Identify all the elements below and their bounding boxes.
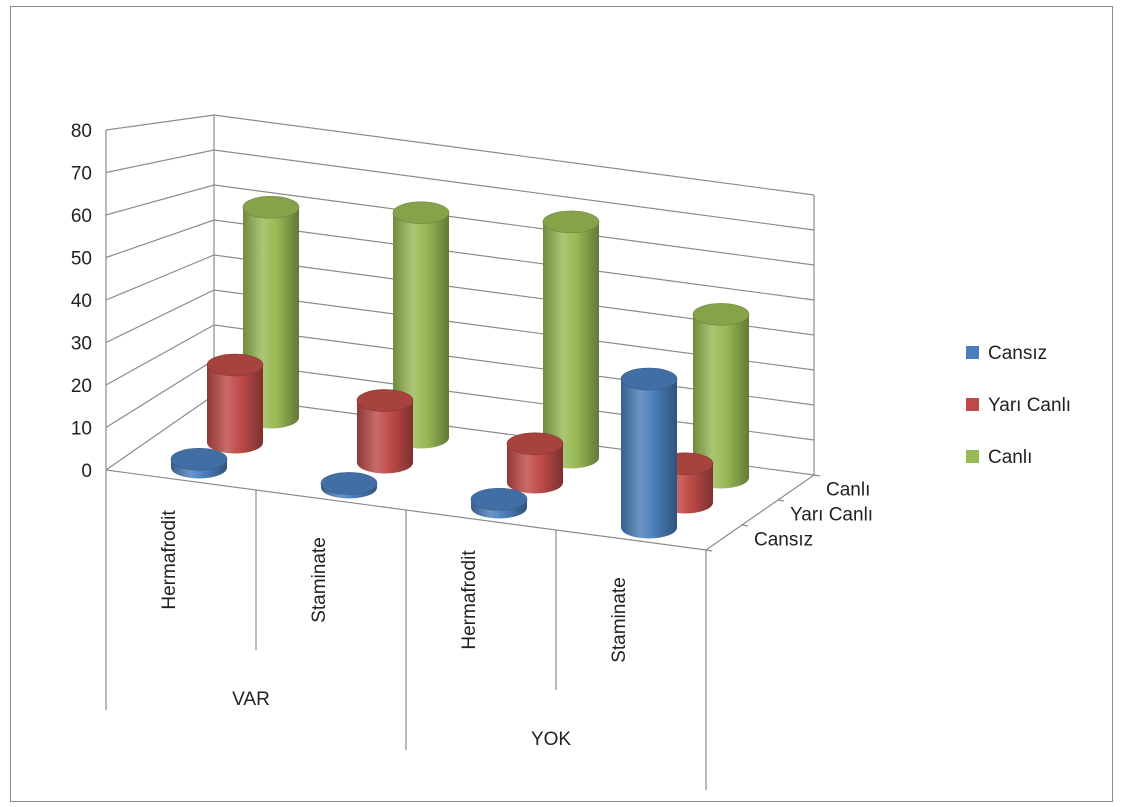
bar: [542, 210, 600, 469]
bar: [206, 353, 264, 454]
depth-tick: [777, 499, 785, 502]
chart-frame: 0 10 20 30 40 50 60 70 80 Hermafrodit Staminate He…: [10, 6, 1113, 802]
bar: [392, 201, 450, 449]
x-group-label: VAR: [232, 689, 270, 710]
y-tick-label: 20: [71, 376, 92, 397]
y-tick-label: 10: [71, 419, 92, 440]
legend-label: Cansız: [988, 343, 1047, 364]
depth-tick-label: Yarı Canlı: [790, 505, 873, 526]
bars: [170, 195, 750, 539]
depth-tick: [705, 549, 713, 552]
depth-tick-label: Canlı: [826, 480, 870, 501]
depth-tick: [741, 524, 749, 527]
legend-label: Yarı Canlı: [988, 395, 1071, 416]
legend-item: Canlı: [966, 447, 1032, 468]
legend-item: Yarı Canlı: [966, 395, 1071, 416]
depth-tick: [813, 474, 821, 477]
legend-swatch: [966, 346, 979, 359]
bar: [692, 303, 750, 489]
legend-swatch: [966, 450, 979, 463]
y-tick-label: 50: [71, 249, 92, 270]
depth-axis-line: [705, 474, 815, 551]
legend-label: Canlı: [988, 447, 1032, 468]
x-tick-label: Hermafrodit: [459, 550, 480, 650]
bar: [356, 389, 414, 474]
bar: [470, 487, 528, 519]
y-tick-label: 70: [71, 164, 92, 185]
y-tick-label: 80: [71, 121, 92, 142]
y-tick-label: 0: [81, 461, 92, 482]
legend: Cansız Yarı Canlı Canlı: [966, 343, 1071, 468]
x-group-label: YOK: [531, 729, 571, 750]
x-tick-label: Hermafrodit: [159, 510, 180, 610]
y-tick-label: 30: [71, 334, 92, 355]
x-axis-labels: Hermafrodit Staminate Hermafrodit Staminate…: [159, 510, 630, 750]
bar: [320, 472, 378, 499]
y-tick-label: 40: [71, 291, 92, 312]
bar: [506, 432, 564, 494]
axes: [105, 115, 821, 790]
legend-swatch: [966, 398, 979, 411]
y-tick-label: 60: [71, 206, 92, 227]
legend-item: Cansız: [966, 343, 1047, 364]
depth-tick-label: Cansız: [754, 530, 813, 551]
x-tick-label: Staminate: [309, 537, 330, 623]
x-tick-label: Staminate: [609, 577, 630, 663]
bar: [170, 447, 228, 479]
y-axis-tick-labels: 0 10 20 30 40 50 60 70 80: [71, 121, 92, 482]
depth-axis-labels: Cansız Yarı Canlı Canlı: [754, 480, 873, 551]
bar: [620, 367, 678, 539]
